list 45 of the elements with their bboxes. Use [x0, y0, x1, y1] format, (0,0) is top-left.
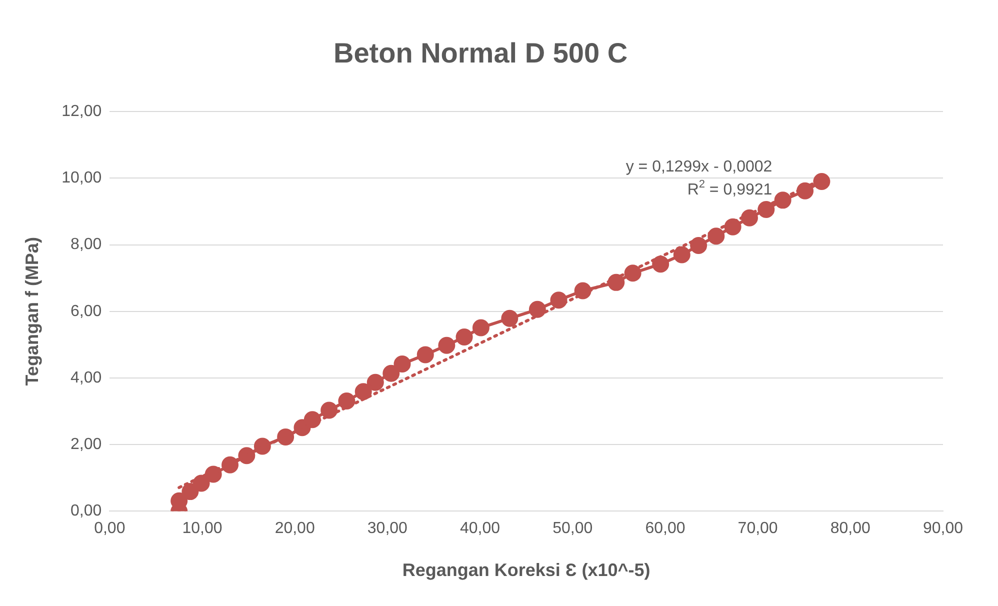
point: [438, 336, 456, 354]
x-tick-label: 30,00: [367, 520, 408, 538]
point: [382, 364, 400, 382]
point: [182, 483, 199, 500]
point: [528, 300, 546, 318]
y-tick-label: 8,00: [70, 236, 102, 254]
point: [366, 374, 384, 391]
point: [354, 383, 372, 400]
x-tick-label: 40,00: [460, 520, 500, 538]
point: [238, 447, 256, 464]
point: [673, 246, 690, 264]
point: [708, 228, 725, 245]
point: [338, 392, 356, 410]
point: [813, 173, 830, 190]
y-tick-label: 4,00: [70, 369, 102, 386]
point: [758, 201, 775, 218]
annotation: y = 0,1299x - 0,0002: [626, 158, 772, 176]
x-tick-label: 60,00: [645, 520, 686, 538]
point: [550, 292, 568, 309]
x-tick-label: 20,00: [274, 520, 315, 538]
point: [724, 218, 742, 236]
x-axis-title: Regangan Koreksi Ɛ (x10^-5): [402, 560, 650, 580]
x-tick-label: 0,00: [94, 520, 126, 538]
point: [320, 402, 338, 419]
point: [456, 328, 473, 346]
point: [652, 256, 670, 273]
x-tick-label: 90,00: [922, 520, 964, 538]
x-tick-label: 10,00: [182, 520, 222, 538]
point: [608, 274, 625, 291]
chart-title: Beton Normal D 500 C: [333, 38, 628, 69]
point: [690, 236, 708, 254]
y-tick-label: 12,00: [62, 103, 102, 120]
y-tick-label: 0,00: [70, 502, 102, 520]
x-tick-label: 70,00: [738, 520, 778, 538]
point: [472, 319, 490, 336]
y-tick-label: 6,00: [70, 302, 102, 320]
point: [416, 346, 434, 364]
y-axis-title: Tegangan f (MPa): [22, 237, 42, 386]
y-tick-label: 10,00: [62, 170, 102, 187]
x-tick-label: 80,00: [830, 520, 871, 538]
point: [501, 310, 518, 327]
x-tick-label: 50,00: [552, 520, 593, 538]
point: [624, 264, 642, 282]
point: [394, 356, 411, 373]
y-tick-label: 2,00: [70, 436, 102, 454]
